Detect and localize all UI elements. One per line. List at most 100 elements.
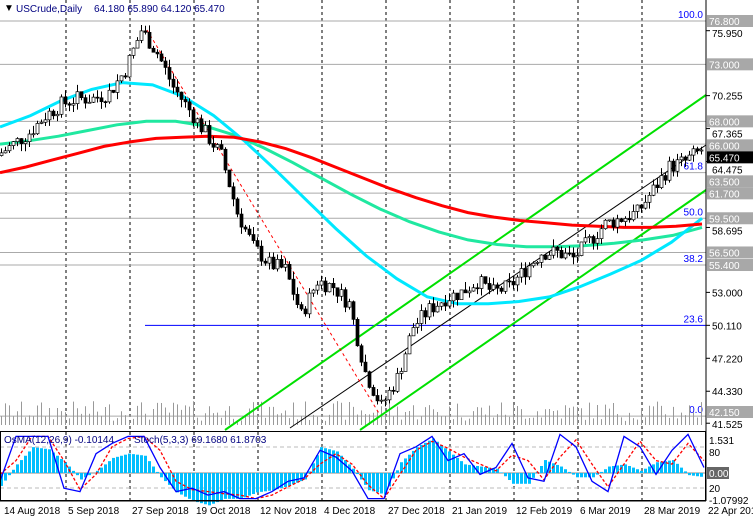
candle-body (251, 234, 256, 241)
osma-bar (280, 473, 283, 489)
date-tick-label: 4 Dec 2018 (324, 506, 376, 517)
indicator-panel (0, 433, 706, 506)
candle-body (127, 55, 132, 78)
candle-body (311, 289, 316, 294)
osma-bar (116, 456, 119, 473)
collapse-arrow-icon[interactable]: ▼ (4, 3, 14, 14)
candle-body (219, 144, 224, 150)
candle-body (555, 246, 560, 251)
osma-bar (408, 454, 411, 473)
osma-bar (140, 455, 143, 473)
osma-bar (532, 473, 535, 478)
candle-body (551, 246, 556, 256)
candle-body (331, 282, 336, 289)
osma-bar (56, 455, 59, 473)
candle-body (263, 260, 268, 264)
candle-body (319, 280, 324, 286)
candle-body (511, 281, 516, 286)
candle-body (163, 60, 168, 68)
fib-label: 61.8 (684, 162, 704, 173)
osma-bar (72, 470, 75, 473)
osma-bar (456, 457, 459, 473)
candle-body (207, 125, 212, 144)
osma-bar (52, 452, 55, 473)
osma-bar (396, 470, 399, 473)
candle-body (471, 287, 476, 292)
candle-body (179, 91, 184, 100)
candle-body (255, 240, 260, 247)
candle-body (503, 280, 508, 292)
candle-body (683, 156, 688, 161)
osma-bar (120, 455, 123, 473)
price-level-box (707, 406, 753, 418)
price-level-box (707, 259, 753, 272)
candle-body (295, 293, 300, 305)
candle-body (619, 218, 624, 222)
stoch-signal-line (0, 435, 705, 500)
osma-zero-box (707, 467, 729, 479)
candle-body (603, 219, 608, 230)
osma-bar (616, 465, 619, 473)
fib-label: 23.6 (684, 314, 704, 325)
candle-body (479, 276, 484, 289)
osma-bar (88, 473, 91, 476)
candle-body (639, 204, 644, 209)
candle-body (395, 373, 400, 392)
candle-body (335, 287, 340, 297)
candle-body (563, 252, 568, 259)
osma-bar (460, 461, 463, 473)
candle-body (535, 262, 540, 264)
osma-bar (416, 447, 419, 473)
candle-body (631, 211, 636, 221)
candle-body (483, 276, 488, 284)
candle-body (339, 289, 344, 297)
date-tick-label: 21 Jan 2019 (452, 506, 507, 517)
osma-bar (224, 473, 227, 499)
candle-body (123, 75, 128, 78)
osma-bar (572, 473, 575, 475)
candle-body (327, 282, 332, 293)
date-tick-label: 28 Mar 2019 (644, 506, 701, 517)
osma-bar (288, 473, 291, 486)
candle-body (271, 256, 276, 270)
candle-body (659, 175, 664, 188)
osma-bar (436, 441, 439, 473)
candle-body (623, 218, 628, 222)
candle-body (451, 292, 456, 302)
osma-bar (96, 470, 99, 473)
candle-body (547, 254, 552, 260)
candle-body (287, 264, 292, 280)
osma-bar (232, 473, 235, 499)
candle-body (67, 103, 72, 106)
candle-body (239, 213, 244, 228)
candle-body (487, 283, 492, 290)
candle-body (307, 292, 312, 315)
candle-body (299, 304, 304, 310)
osma-bar (568, 471, 571, 473)
candle-body (467, 290, 472, 294)
candle-body (691, 148, 696, 156)
candle-body (367, 371, 372, 388)
candle-body (63, 96, 68, 105)
osma-bar (508, 473, 511, 481)
candle-body (87, 101, 92, 104)
candle-body (643, 201, 648, 209)
price-level-box (707, 115, 753, 128)
osma-bar (392, 473, 395, 479)
osma-bar (484, 467, 487, 473)
candle-body (227, 169, 232, 188)
candle-body (99, 97, 104, 103)
osma-bar (452, 454, 455, 473)
candle-body (515, 276, 520, 286)
candle-body (51, 110, 56, 117)
candle-body (167, 67, 172, 80)
candle-body (303, 308, 308, 315)
candle-body (143, 30, 148, 33)
candle-body (363, 361, 368, 373)
candle-body (571, 252, 576, 258)
price-level-label: 61.700 (709, 189, 740, 200)
candle-body (455, 292, 460, 301)
candle-body (575, 255, 580, 258)
